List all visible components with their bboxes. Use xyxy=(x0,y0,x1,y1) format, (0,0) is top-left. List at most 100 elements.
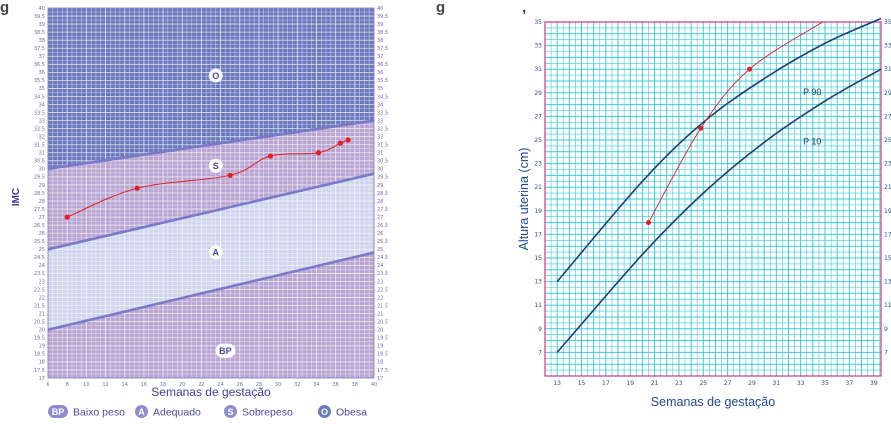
legend-item-adequado: A Adequado xyxy=(135,405,201,419)
x-tick-label: 25 xyxy=(699,380,707,387)
y-tick-label-left: 33 xyxy=(39,118,45,124)
cropped-title-left: g xyxy=(0,0,9,16)
y-tick-label-right: 29.5 xyxy=(377,175,388,181)
legend-label: Obesa xyxy=(336,407,367,419)
y-tick-label-right: 34.5 xyxy=(377,94,388,100)
legend-badge-text: A xyxy=(138,407,145,417)
y-tick-label-right: 40 xyxy=(377,6,383,12)
uterine-height-point-2 xyxy=(698,125,704,131)
zone-badge-baixo-peso: BP xyxy=(215,343,236,358)
y-tick-label-right: 27 xyxy=(377,215,383,221)
x-tick-label: 16 xyxy=(141,382,147,388)
x-tick-label: 8 xyxy=(66,382,69,388)
y-tick-label-left: 22.5 xyxy=(34,287,45,293)
y-tick-label-right: 20 xyxy=(377,328,383,334)
y-tick-label-right: 31 xyxy=(884,66,891,73)
y-tick-label-left: 27 xyxy=(39,215,45,221)
x-axis-title: Semanas de gestação xyxy=(151,385,271,399)
boundary-line-1 xyxy=(47,251,375,332)
y-tick-label-right: 29 xyxy=(377,183,383,189)
y-tick-label-right: 17 xyxy=(377,376,383,382)
y-tick-label-right: 28.5 xyxy=(377,191,388,197)
zone-badge-adequado: A xyxy=(208,245,223,260)
zone-badge-sobrepeso-text: S xyxy=(213,161,219,171)
y-tick-label-left: 25.5 xyxy=(34,239,45,245)
y-tick-label-right: 37 xyxy=(377,54,383,60)
x-tick-label: 35 xyxy=(821,380,829,387)
y-tick-label: 11 xyxy=(534,302,542,309)
y-tick-label-right: 25 xyxy=(884,137,891,144)
x-tick-label: 29 xyxy=(748,380,756,387)
y-tick-label-right: 17 xyxy=(884,231,891,238)
y-tick-label-left: 20 xyxy=(39,328,45,334)
y-tick-label-right: 39.5 xyxy=(377,14,388,20)
boundary-line-3 xyxy=(47,119,375,171)
bmi-point-4 xyxy=(267,153,274,159)
x-tick-label: 32 xyxy=(294,382,300,388)
x-tick-label: 6 xyxy=(46,382,49,388)
legend-badge-text: O xyxy=(321,407,328,417)
y-tick-label-right: 39 xyxy=(377,22,383,28)
boundary-line-2 xyxy=(47,172,375,251)
y-tick-label-right: 13 xyxy=(884,279,891,286)
y-tick-label-right: 22 xyxy=(377,295,383,301)
y-tick-label-right: 24 xyxy=(377,263,383,269)
y-tick-label-left: 23.5 xyxy=(34,271,45,277)
y-tick-label-right: 35 xyxy=(884,19,891,26)
y-tick-label-left: 17.5 xyxy=(34,368,45,374)
legend-label: Baixo peso xyxy=(73,407,125,419)
x-axis-title: Semanas de gestação xyxy=(651,395,775,409)
y-tick-label-left: 27.5 xyxy=(34,207,45,213)
y-tick-label-right: 25 xyxy=(377,247,383,253)
y-tick-label-right: 35.5 xyxy=(377,78,388,84)
x-tick-label: 40 xyxy=(371,382,377,388)
x-tick-label: 24 xyxy=(217,382,223,388)
y-tick-label-left: 19.5 xyxy=(34,336,45,342)
y-tick-label-left: 38.5 xyxy=(34,30,45,36)
y-tick-label-right: 18 xyxy=(377,360,383,366)
y-tick-label-right: 23.5 xyxy=(377,271,388,277)
y-tick-label-left: 30 xyxy=(39,167,45,173)
y-tick-label-right: 15 xyxy=(884,255,891,262)
uterine-height-line xyxy=(648,21,823,223)
y-tick-label-right: 18.5 xyxy=(377,352,388,358)
cropped-title-middle: g xyxy=(436,0,445,16)
y-tick-label-left: 24.5 xyxy=(34,255,45,261)
y-tick-label-right: 37.5 xyxy=(377,46,388,52)
y-tick-label-right: 7 xyxy=(884,349,888,356)
y-tick-label-right: 31.5 xyxy=(377,143,388,149)
y-tick-label-right: 19 xyxy=(884,208,891,215)
y-tick-label-right: 26 xyxy=(377,231,383,237)
y-tick-label: 17 xyxy=(534,231,542,238)
y-tick-label-right: 21 xyxy=(377,311,383,317)
y-tick-label-right: 21 xyxy=(884,184,891,191)
y-tick-label-left: 33.5 xyxy=(34,110,45,116)
y-tick-label-left: 17 xyxy=(39,376,45,382)
y-tick-label: 23 xyxy=(534,161,542,168)
legend-badge xyxy=(224,405,237,418)
y-tick-label-left: 35.5 xyxy=(34,78,45,84)
y-tick-label-left: 39.5 xyxy=(34,14,45,20)
y-tick-label-right: 24.5 xyxy=(377,255,388,261)
y-tick-label-right: 23 xyxy=(377,279,383,285)
x-tick-label: 15 xyxy=(578,380,586,387)
y-tick-label-left: 36.5 xyxy=(34,62,45,68)
y-tick-label-right: 20.5 xyxy=(377,319,388,325)
y-tick-label-left: 24 xyxy=(39,263,45,269)
zone-badge-adequado-text: A xyxy=(213,248,220,258)
x-tick-label: 26 xyxy=(237,382,243,388)
x-tick-label: 36 xyxy=(332,382,338,388)
y-tick-label-left: 26 xyxy=(39,231,45,237)
cropped-title-right: , xyxy=(522,0,526,16)
y-tick-label-left: 29.5 xyxy=(34,175,45,181)
x-tick-label: 30 xyxy=(275,382,281,388)
legend-badge xyxy=(318,405,331,418)
y-tick-label-right: 36.5 xyxy=(377,62,388,68)
x-tick-label: 21 xyxy=(651,380,659,387)
x-tick-label: 23 xyxy=(675,380,683,387)
zone-badge-adequado-circle xyxy=(208,245,223,260)
y-tick-label: 33 xyxy=(534,43,542,50)
y-tick-label: 35 xyxy=(534,19,542,26)
legend-badge xyxy=(48,405,68,418)
y-tick-label-right: 33 xyxy=(884,43,891,50)
